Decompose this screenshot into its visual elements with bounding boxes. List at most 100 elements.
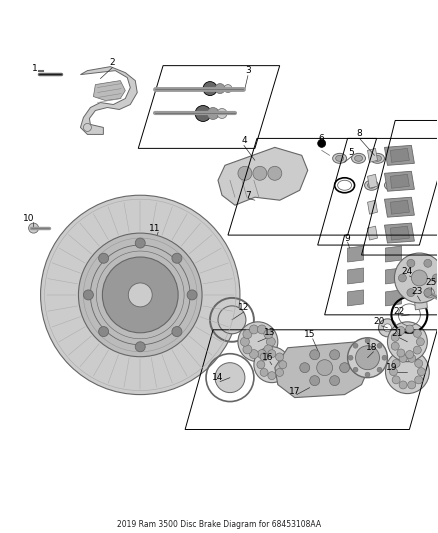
Circle shape [172,253,182,263]
Circle shape [408,354,416,362]
Circle shape [258,350,266,359]
Circle shape [377,367,382,372]
Circle shape [218,306,246,334]
Circle shape [310,376,320,385]
Polygon shape [414,296,427,310]
Polygon shape [385,290,401,306]
Polygon shape [348,290,364,306]
Ellipse shape [374,155,381,161]
Circle shape [172,327,182,336]
Circle shape [276,368,283,376]
Text: 16: 16 [262,353,274,362]
Circle shape [406,351,413,359]
Circle shape [258,325,266,334]
Circle shape [424,289,432,297]
Text: 22: 22 [394,308,405,317]
Text: 24: 24 [402,268,413,277]
Circle shape [268,166,282,180]
Circle shape [203,82,217,95]
Polygon shape [385,146,414,165]
Circle shape [417,338,424,346]
Circle shape [268,350,276,358]
Circle shape [399,354,407,362]
Text: 11: 11 [149,224,161,232]
Circle shape [78,233,202,357]
Circle shape [377,343,382,348]
Circle shape [391,342,399,350]
Ellipse shape [385,180,399,190]
Text: 8: 8 [357,129,362,138]
Polygon shape [367,148,378,163]
Circle shape [392,359,400,367]
Text: 18: 18 [366,343,377,352]
Circle shape [243,329,252,338]
Text: 14: 14 [212,373,224,382]
Text: 20: 20 [374,317,385,326]
Polygon shape [390,148,410,163]
Polygon shape [390,226,410,240]
Ellipse shape [367,182,375,188]
Circle shape [317,360,332,376]
Circle shape [257,361,265,369]
Circle shape [41,195,240,394]
Circle shape [339,362,350,373]
Circle shape [260,353,268,361]
Text: 23: 23 [412,287,423,296]
Circle shape [83,124,92,132]
Polygon shape [385,223,414,243]
Text: 2: 2 [110,58,115,67]
Circle shape [330,376,339,385]
Polygon shape [93,80,125,101]
Ellipse shape [332,154,346,163]
Circle shape [238,166,252,180]
Circle shape [99,327,109,336]
Text: 1: 1 [32,64,38,73]
Polygon shape [218,148,308,205]
Circle shape [238,322,278,362]
Circle shape [432,274,438,282]
Circle shape [406,325,413,333]
Polygon shape [390,174,410,188]
Circle shape [249,325,258,334]
Circle shape [399,381,407,389]
Circle shape [318,140,326,148]
Text: 17: 17 [289,387,300,396]
Circle shape [253,166,267,180]
Polygon shape [390,200,410,214]
Circle shape [187,290,197,300]
Polygon shape [385,268,401,284]
Circle shape [135,238,145,248]
Circle shape [266,337,276,346]
Circle shape [391,333,399,341]
Circle shape [264,329,273,338]
Circle shape [395,253,438,303]
Polygon shape [385,197,414,217]
Circle shape [279,361,287,369]
Text: 4: 4 [241,136,247,145]
Circle shape [382,355,387,360]
Circle shape [217,109,227,118]
Ellipse shape [364,180,378,190]
Text: 6: 6 [319,134,325,143]
Text: 13: 13 [264,328,276,337]
Text: 15: 15 [304,330,315,340]
Circle shape [353,343,358,348]
Circle shape [356,346,379,370]
Ellipse shape [336,155,343,161]
Ellipse shape [392,155,400,161]
Circle shape [413,329,421,337]
Circle shape [408,381,416,389]
Text: 19: 19 [386,363,397,372]
Circle shape [424,288,434,298]
Circle shape [260,368,268,376]
Circle shape [102,257,178,333]
Circle shape [254,347,290,383]
Circle shape [83,290,93,300]
Text: 21: 21 [392,329,403,338]
Circle shape [413,346,421,354]
Circle shape [224,85,232,93]
Circle shape [389,368,397,376]
Text: 25: 25 [426,278,437,287]
Circle shape [411,270,427,286]
Text: 5: 5 [349,148,354,157]
